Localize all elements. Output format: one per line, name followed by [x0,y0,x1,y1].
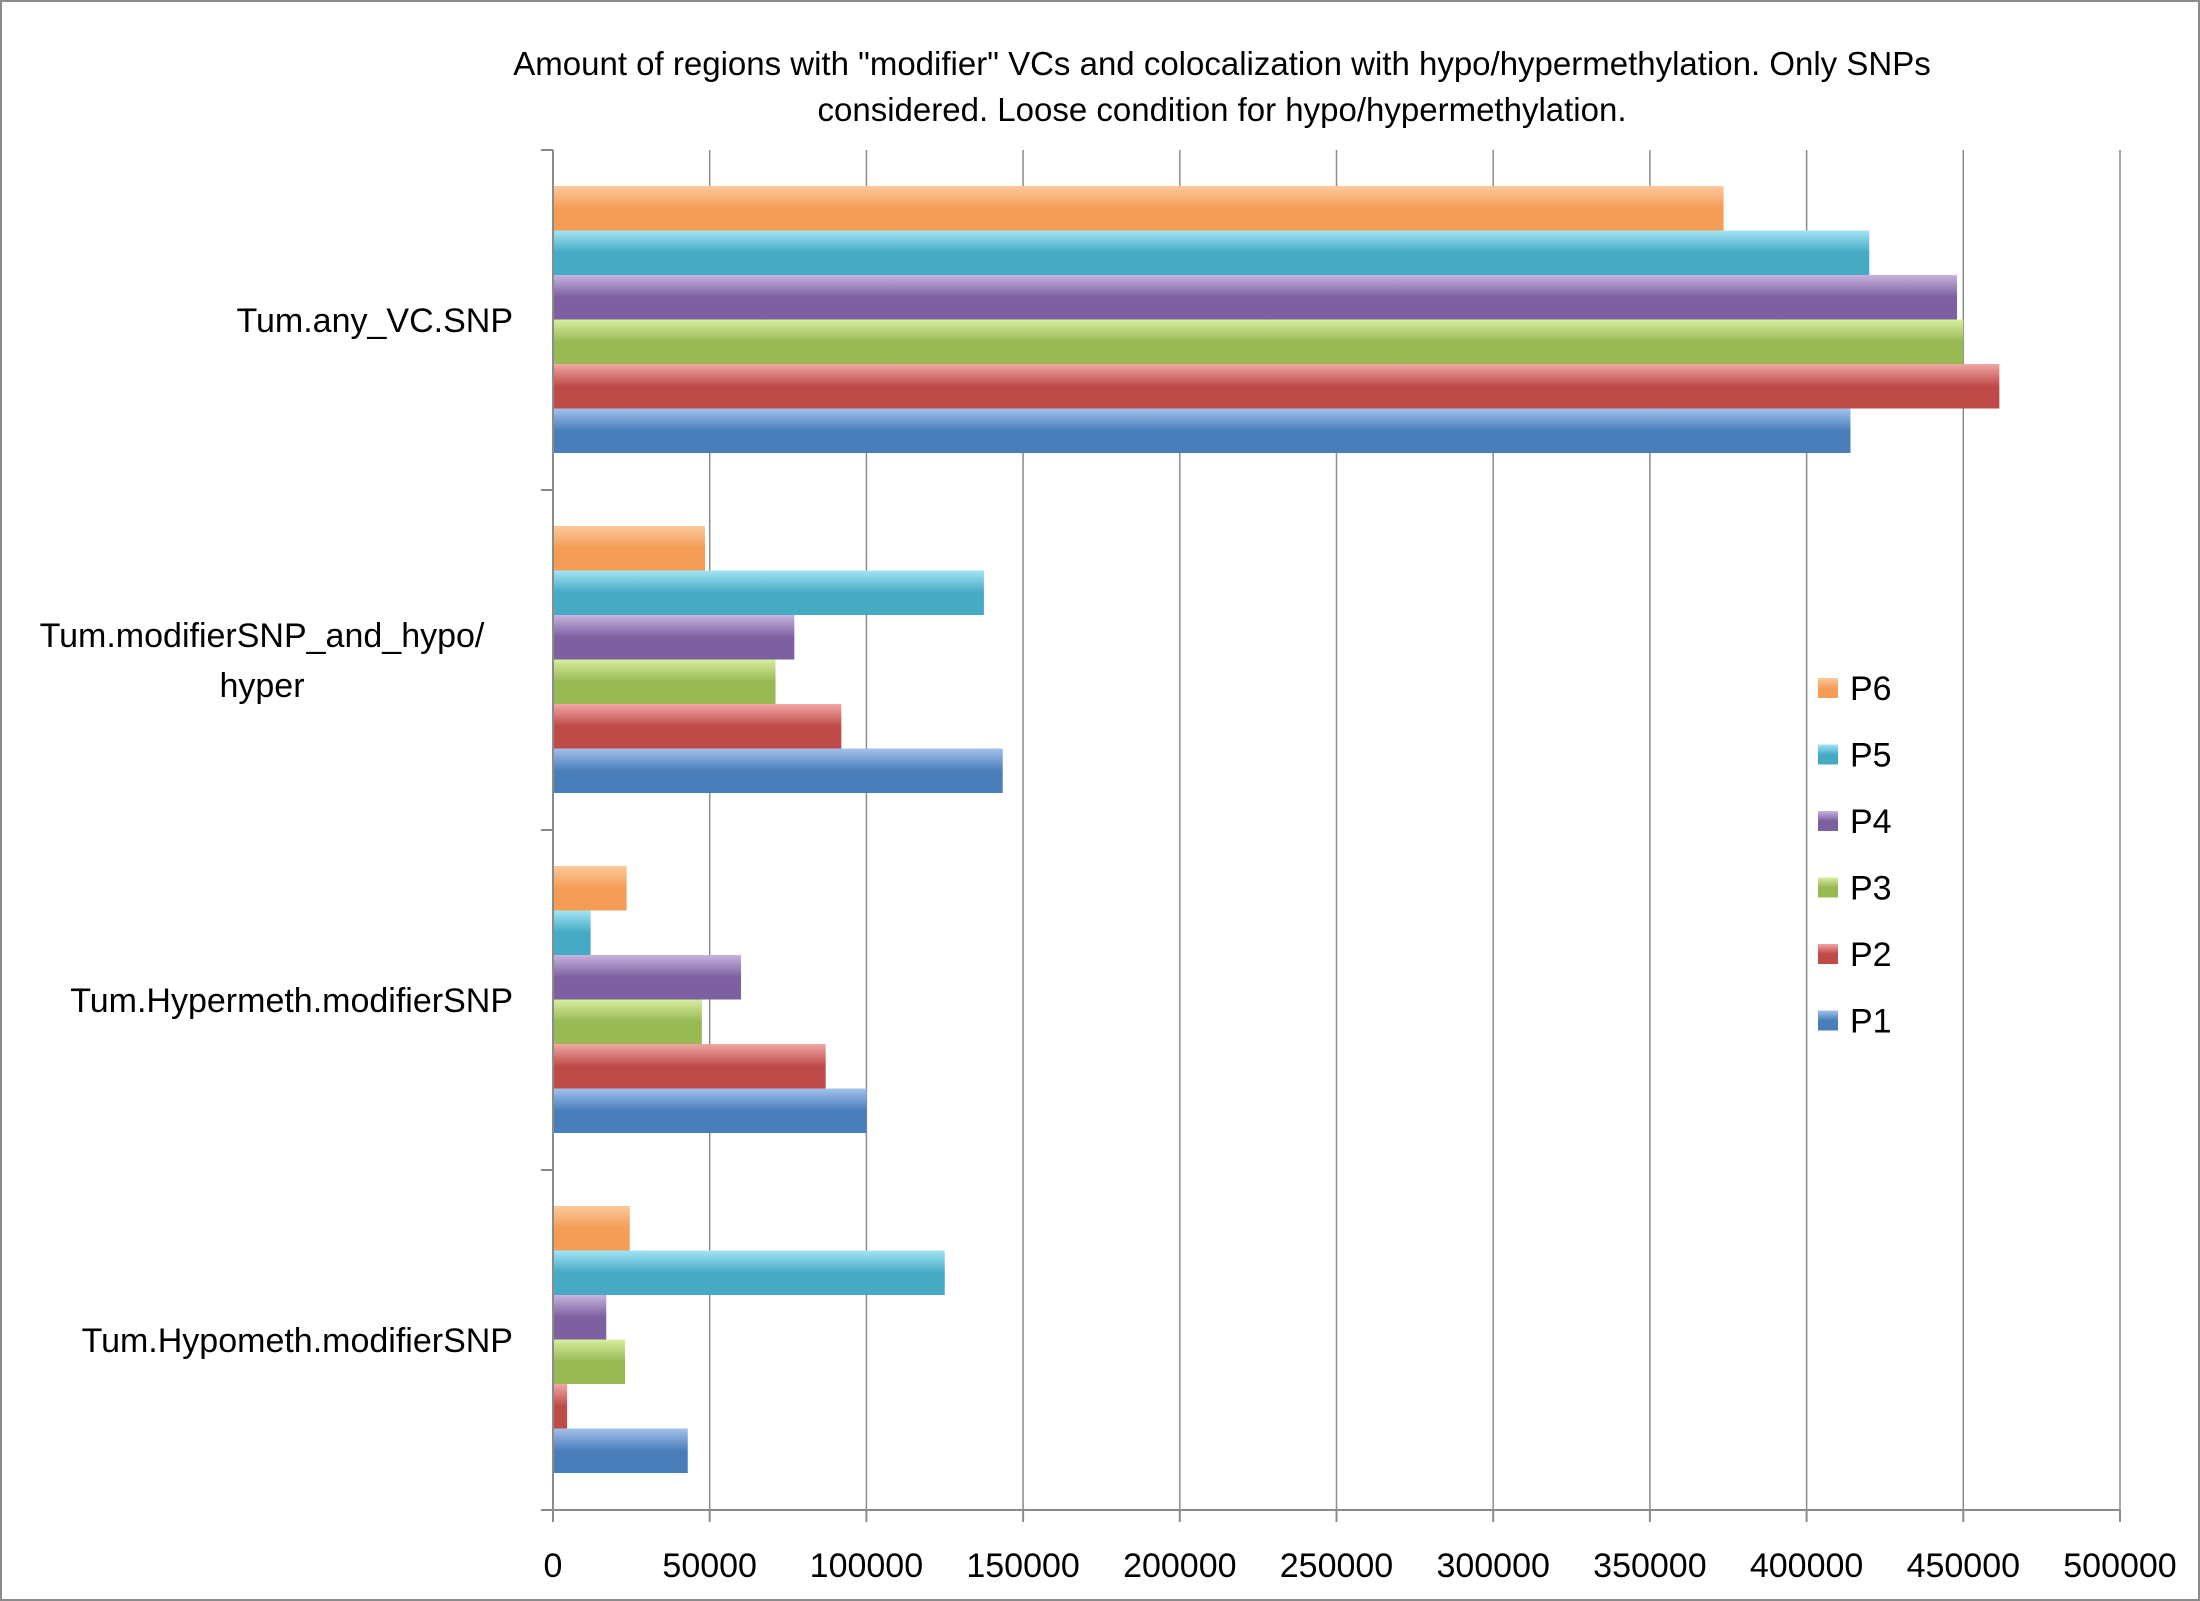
bar-p2-cat-0 [553,364,2000,409]
x-tick-label: 150000 [966,1547,1079,1585]
x-tick-labels: 0 50000 100000 150000 200000 250000 300000 3500… [544,1547,2177,1585]
bar-p6-cat-3 [553,1206,630,1251]
bar-p3-cat-2 [553,999,702,1044]
bar-p2-cat-1 [553,704,842,749]
bar-p4-cat-1 [553,615,795,660]
x-tick-label: 500000 [2063,1547,2176,1585]
bar-p1-cat-2 [553,1088,867,1133]
legend-swatch-p2 [1818,944,1838,964]
chart-title-line-1: Amount of regions with "modifier" VCs an… [513,45,1930,82]
category-label: hyper [219,667,304,705]
bar-p5-cat-0 [553,230,1870,275]
category-label: Tum.modifierSNP_and_hypo/ [40,617,485,655]
category-label: Tum.Hypermeth.modifierSNP [70,982,513,1020]
legend-label-p3: P3 [1850,870,1892,908]
legend-label-p6: P6 [1850,670,1892,708]
bar-p3-cat-0 [553,319,1964,364]
x-tick-label: 450000 [1907,1547,2020,1585]
bar-p5-cat-2 [553,910,591,955]
bar-p6-cat-2 [553,866,627,911]
bar-p2-cat-3 [553,1384,568,1429]
legend-label-p2: P2 [1850,936,1892,974]
x-tick-label: 50000 [662,1547,757,1585]
legend-label-p1: P1 [1850,1003,1892,1041]
bar-p1-cat-3 [553,1428,688,1473]
x-tick-label: 300000 [1436,1547,1549,1585]
legend: P6 P5 P4 P3 P2 P1 [1818,670,1892,1041]
bar-p4-cat-2 [553,955,742,1000]
bar-p3-cat-3 [553,1339,626,1384]
bar-p5-cat-3 [553,1250,945,1295]
x-tick-label: 100000 [810,1547,923,1585]
x-tick-label: 0 [544,1547,563,1585]
x-tick-label: 350000 [1593,1547,1706,1585]
bar-p1-cat-0 [553,408,1851,453]
bar-p4-cat-3 [553,1295,607,1340]
legend-label-p4: P4 [1850,803,1892,841]
x-tick-label: 250000 [1280,1547,1393,1585]
chart-title-line-2: considered. Loose condition for hypo/hyp… [818,91,1627,128]
bar-p4-cat-0 [553,275,1958,320]
legend-swatch-p5 [1818,744,1838,765]
bar-p6-cat-1 [553,526,705,571]
x-tick-label: 200000 [1123,1547,1236,1585]
legend-swatch-p6 [1818,678,1838,698]
x-tick-label: 400000 [1750,1547,1863,1585]
bar-p3-cat-1 [553,659,776,704]
category-labels: Tum.any_VC.SNP Tum.modifierSNP_and_hypo/h… [40,302,513,1360]
legend-swatch-p4 [1818,811,1838,831]
legend-swatch-p1 [1818,1010,1838,1031]
bars [553,186,2000,1473]
category-label: Tum.any_VC.SNP [237,302,514,340]
bar-p5-cat-1 [553,570,984,615]
axes [541,149,2121,1522]
bar-p1-cat-1 [553,748,1003,793]
bar-p6-cat-0 [553,186,1724,231]
legend-swatch-p3 [1818,877,1838,898]
bar-p2-cat-2 [553,1044,826,1089]
category-label: Tum.Hypometh.modifierSNP [82,1322,513,1360]
legend-label-p5: P5 [1850,737,1892,775]
